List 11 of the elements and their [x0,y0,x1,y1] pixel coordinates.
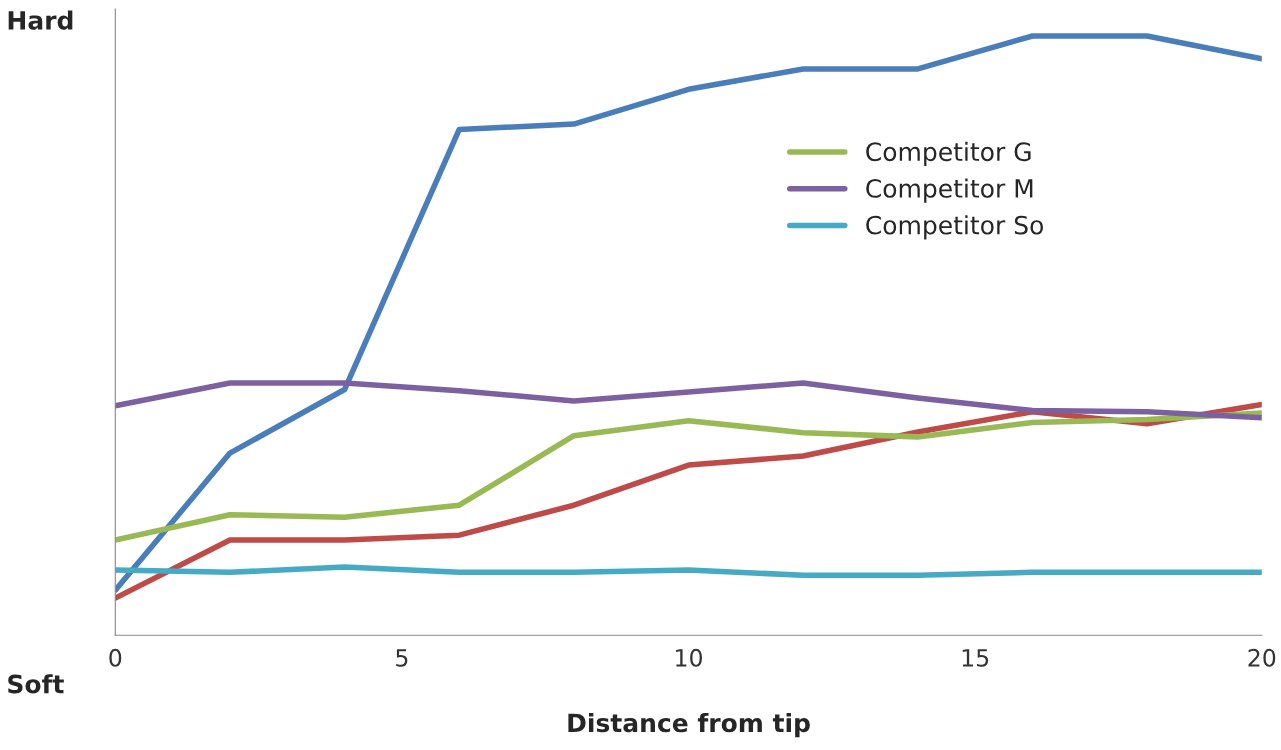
x-tick-label: 15 [962,649,989,667]
legend-label: Competitor M [866,178,1033,203]
legend-label: Competitor So [866,215,1044,240]
x-tick-label: 20 [1248,648,1276,667]
text: Soft [8,674,64,694]
legend-label: Competitor G [866,141,1031,167]
x-axis-title: Distance from tip [568,712,810,738]
x-tick-label: 5 [396,649,408,667]
text: Hard [8,10,73,30]
x-tick-label: 0 [109,648,122,667]
x-tick-label: 10 [676,648,702,667]
